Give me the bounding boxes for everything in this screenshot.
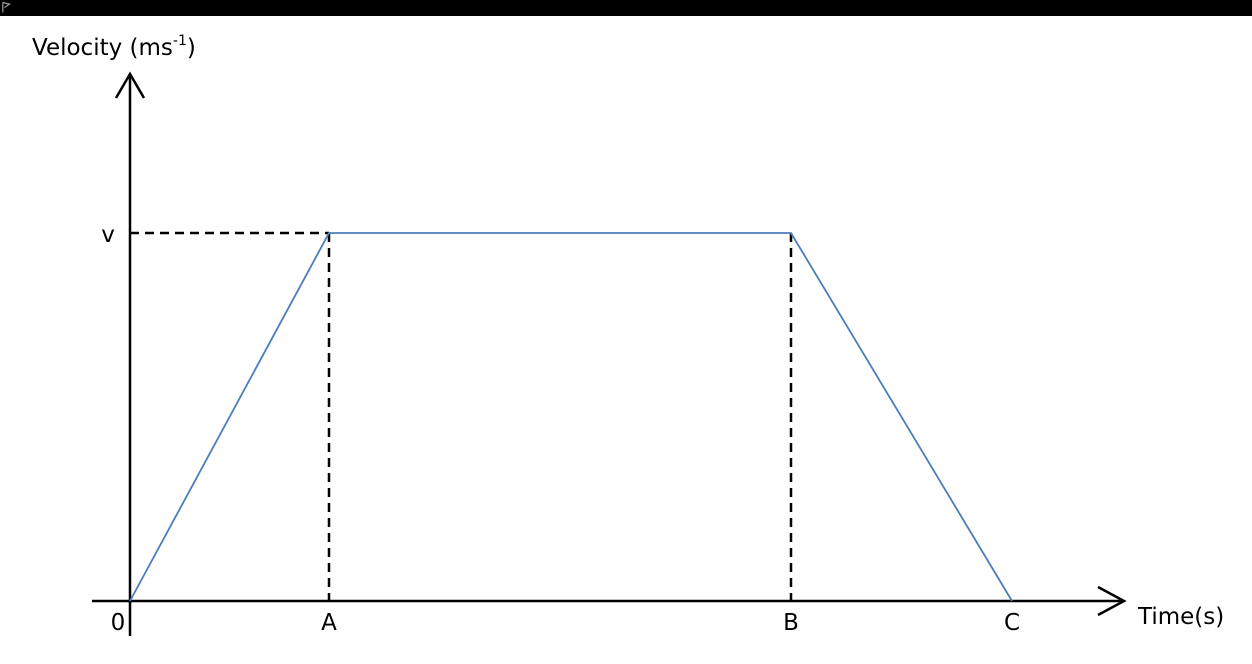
x-tick-label: 0 [111,610,126,636]
y-tick-label: v [101,222,115,248]
y-axis-arrow [114,71,146,99]
x-tick-label: B [783,610,799,636]
y-axis-label: Velocity (ms-1) [32,33,196,61]
x-tick-label: C [1004,610,1020,636]
x-axis-label: Time(s) [1137,604,1224,630]
velocity-line [129,232,1013,602]
x-axis-arrow [1097,585,1127,617]
x-tick-label: A [321,610,337,636]
window-title-bar [0,0,1252,16]
cursor-icon [2,1,12,13]
